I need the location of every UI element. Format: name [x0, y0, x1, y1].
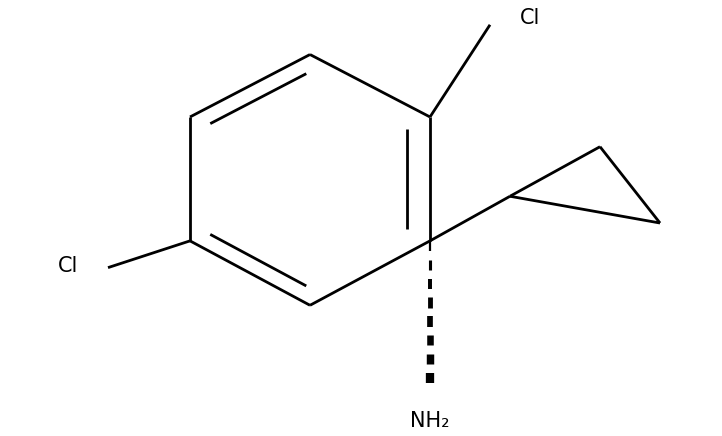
- Text: Cl: Cl: [58, 255, 78, 276]
- Text: Cl: Cl: [520, 8, 540, 28]
- Text: NH₂: NH₂: [410, 411, 450, 431]
